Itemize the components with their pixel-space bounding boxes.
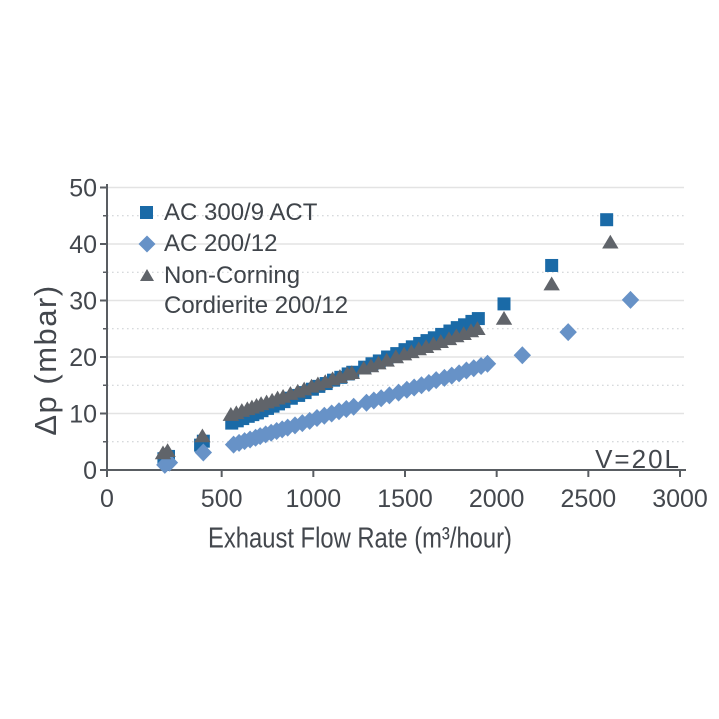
data-point-triangle <box>602 234 619 249</box>
data-point-diamond <box>194 443 213 462</box>
y-tick-label: 30 <box>69 288 97 316</box>
x-tick-label: 0 <box>100 485 114 513</box>
data-point-square <box>545 258 559 272</box>
legend-item-ac-200-12: AC 200/12 <box>137 230 277 257</box>
legend-label: AC 200/12 <box>164 230 278 257</box>
x-tick-label: 3000 <box>652 485 708 513</box>
x-tick-label: 500 <box>201 485 243 513</box>
y-axis-title: Δp (mbar) <box>28 284 63 436</box>
x-tick-label: 2500 <box>561 485 617 513</box>
x-tick-label: 1500 <box>377 485 433 513</box>
data-point-triangle <box>495 310 513 325</box>
legend-label: AC 300/9 ACT <box>164 199 318 226</box>
data-point-triangle <box>469 321 486 335</box>
data-point-diamond <box>513 346 532 365</box>
y-tick-label: 10 <box>69 401 97 429</box>
data-point-triangle <box>343 365 361 380</box>
legend-item-non-corning-cordierite: Non-Corning Cordierite 200/12 <box>137 261 348 321</box>
data-point-square <box>497 297 511 311</box>
legend-label-line2: Cordierite 200/12 <box>164 292 349 319</box>
triangle-marker-icon <box>139 269 154 281</box>
square-marker-icon <box>140 206 153 219</box>
y-tick-label: 0 <box>83 457 97 485</box>
data-point-triangle <box>543 276 560 291</box>
data-point-diamond <box>559 323 577 342</box>
data-point-diamond <box>621 290 640 309</box>
data-point-triangle <box>194 428 211 443</box>
x-tick-label: 2000 <box>469 485 525 513</box>
legend-item-ac-300-9-act: AC 300/9 ACT <box>137 199 317 226</box>
y-tick-label: 50 <box>69 175 97 203</box>
data-point-diamond <box>478 354 497 373</box>
y-tick-label: 20 <box>69 344 97 372</box>
data-point-square <box>600 213 614 227</box>
data-point-square <box>471 312 485 326</box>
x-axis-title: Exhaust Flow Rate (m³/hour) <box>208 522 512 555</box>
data-point-triangle <box>159 443 176 457</box>
diamond-marker-icon <box>138 235 155 252</box>
legend-label-line1: Non-Corning <box>164 262 301 289</box>
data-point-diamond <box>344 397 363 416</box>
volume-annotation: V=20L <box>595 444 681 474</box>
y-tick-label: 40 <box>69 231 97 259</box>
x-tick-label: 1000 <box>286 485 342 513</box>
